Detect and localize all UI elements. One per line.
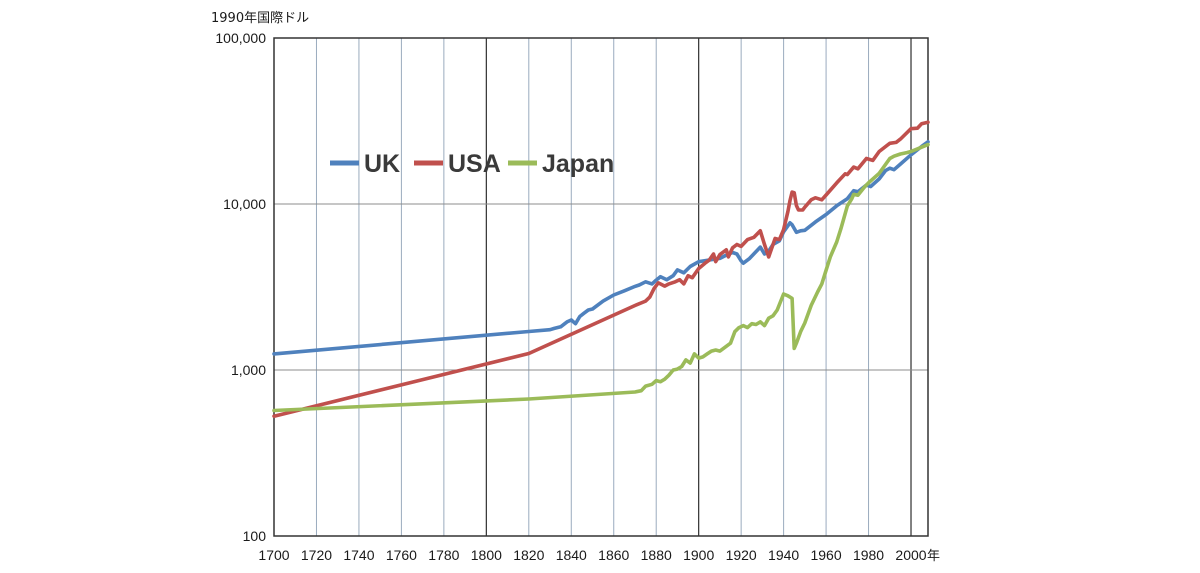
plot-frame (273, 37, 929, 537)
x-tick-label: 2000 (895, 547, 926, 563)
y-tick-labels: 100 1,000 10,000 100,000 (215, 30, 266, 544)
x-tick-label: 1760 (386, 547, 417, 563)
y-tick-label: 100,000 (215, 30, 266, 46)
series-layer (272, 120, 930, 418)
y-tick-label: 1,000 (231, 362, 266, 378)
x-tick-label: 1840 (556, 547, 587, 563)
x-tick-label: 1780 (428, 547, 459, 563)
x-axis-unit-label: 年 (927, 549, 940, 564)
x-tick-label: 1820 (513, 547, 544, 563)
legend: UK USA Japan (330, 150, 614, 178)
series-line-uk (272, 140, 930, 356)
y-tick-label: 10,000 (223, 196, 266, 212)
grid (274, 38, 928, 536)
x-tick-label: 1980 (853, 547, 884, 563)
x-tick-label: 1920 (726, 547, 757, 563)
y-axis-unit-label: 1990年国際ドル (211, 11, 309, 26)
x-tick-label: 1700 (258, 547, 289, 563)
x-tick-labels: 1700 1720 1740 1760 1780 1800 1820 1840 1860 1880… (258, 547, 926, 563)
legend-label-uk: UK (364, 150, 400, 178)
x-tick-label: 1720 (301, 547, 332, 563)
x-tick-label: 1880 (641, 547, 672, 563)
x-tick-label: 1940 (768, 547, 799, 563)
legend-label-usa: USA (448, 150, 501, 178)
x-tick-label: 1740 (343, 547, 374, 563)
x-tick-label: 1900 (683, 547, 714, 563)
y-tick-label: 100 (243, 528, 267, 544)
x-tick-label: 1860 (598, 547, 629, 563)
legend-label-japan: Japan (542, 150, 614, 178)
series-line-japan (272, 142, 930, 413)
x-tick-label: 1800 (471, 547, 502, 563)
series-line-usa (272, 120, 930, 418)
x-tick-label: 1960 (810, 547, 841, 563)
